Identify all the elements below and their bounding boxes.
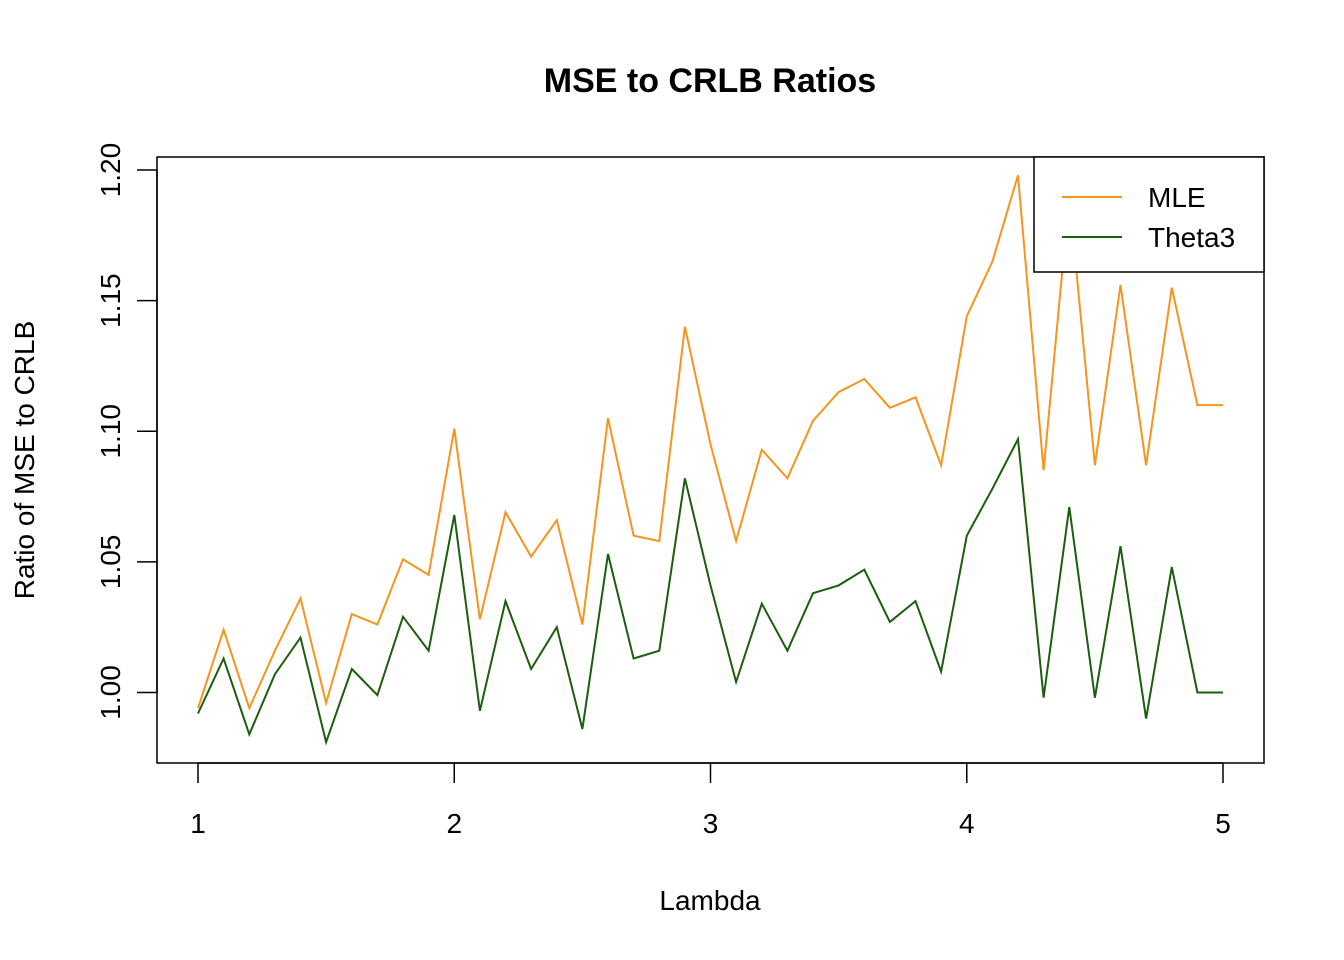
chart-title: MSE to CRLB Ratios — [544, 62, 876, 100]
series-line-mle — [197, 175, 1223, 711]
legend: MLE Theta3 — [1033, 156, 1265, 273]
y-axis: 1.00 1.05 1.10 1.15 1.20 — [95, 143, 158, 720]
legend-label-theta3: Theta3 — [1148, 222, 1235, 253]
series-layer — [197, 175, 1223, 746]
legend-label-mle: MLE — [1148, 182, 1206, 213]
legend-box — [1033, 156, 1265, 273]
x-axis: 1 2 3 4 5 — [190, 762, 1231, 839]
x-tick-label: 4 — [959, 808, 975, 839]
x-tick-label: 1 — [190, 808, 206, 839]
y-axis-label: Ratio of MSE to CRLB — [9, 321, 40, 600]
y-tick-label: 1.05 — [95, 535, 126, 590]
y-tick-label: 1.00 — [95, 665, 126, 720]
y-tick-label: 1.15 — [95, 273, 126, 328]
x-tick-label: 5 — [1215, 808, 1231, 839]
y-tick-label: 1.20 — [95, 143, 126, 198]
series-line-theta3 — [197, 435, 1223, 746]
x-tick-label: 2 — [446, 808, 462, 839]
x-axis-label: Lambda — [659, 885, 761, 916]
y-tick-label: 1.10 — [95, 404, 126, 459]
x-tick-label: 3 — [703, 808, 719, 839]
